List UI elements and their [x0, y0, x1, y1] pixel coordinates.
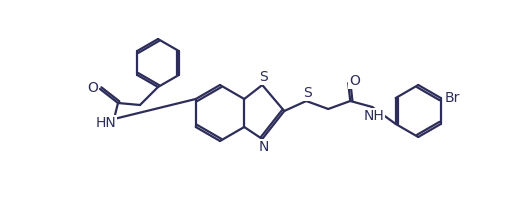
Text: S: S	[259, 70, 268, 84]
Text: Br: Br	[445, 91, 461, 105]
Text: S: S	[303, 86, 311, 100]
Text: N: N	[259, 140, 269, 154]
Text: HN: HN	[95, 116, 116, 130]
Text: O: O	[349, 74, 360, 88]
Text: O: O	[87, 81, 99, 95]
Text: NH: NH	[364, 109, 385, 123]
